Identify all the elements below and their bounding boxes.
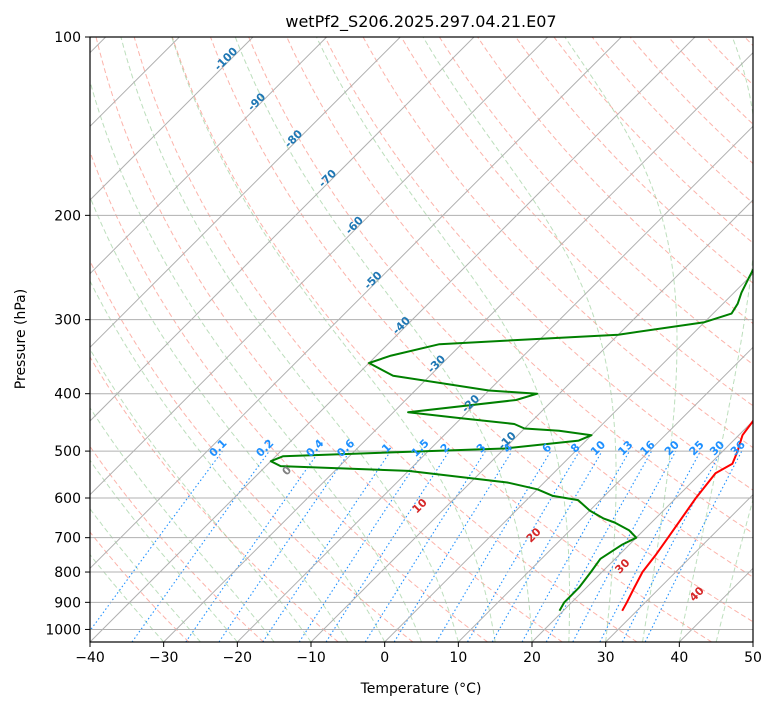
isotherm-line bbox=[90, 37, 696, 642]
isotherm-line bbox=[531, 420, 753, 642]
x-axis-ticks: −40 −30 −20 −10 0 10 20 30 40 50 bbox=[75, 642, 762, 666]
mixing-ratio-line bbox=[521, 450, 630, 642]
isotherms bbox=[90, 37, 753, 642]
y-axis-ticks: 100 200 300 400 500 600 700 800 900 1000 bbox=[45, 30, 90, 638]
x-axis-label: Temperature (°C) bbox=[360, 681, 482, 697]
isotherm-line bbox=[310, 199, 753, 642]
x-tick-label: 20 bbox=[523, 650, 541, 666]
dry-adiabat-line bbox=[248, 37, 753, 578]
isotherm-line bbox=[90, 37, 401, 349]
dry-adiabat-line bbox=[90, 150, 488, 642]
moist-adiabat-line bbox=[422, 37, 617, 642]
moist-adiabat-line bbox=[715, 497, 753, 642]
isotherm-line bbox=[457, 346, 753, 642]
y-tick-label: 1000 bbox=[45, 622, 81, 638]
y-tick-label: 500 bbox=[54, 444, 81, 460]
dewpoint-line bbox=[269, 267, 753, 612]
x-tick-label: 0 bbox=[380, 650, 389, 666]
x-tick-label: 50 bbox=[744, 650, 762, 666]
x-tick-label: 30 bbox=[597, 650, 615, 666]
isotherm-line bbox=[90, 37, 254, 201]
isotherm-line bbox=[90, 37, 475, 422]
isotherm-line bbox=[90, 37, 622, 570]
dry-adiabat-line bbox=[133, 37, 638, 642]
dry-adiabat-line bbox=[400, 37, 753, 407]
y-tick-label: 200 bbox=[54, 208, 81, 224]
temperature-line bbox=[621, 419, 753, 612]
dry-adiabat-line bbox=[515, 37, 753, 284]
mixing-ratio-line bbox=[90, 450, 223, 632]
mixing-ratio-line bbox=[131, 450, 270, 642]
isotherm-line bbox=[605, 493, 753, 642]
x-tick-label: −20 bbox=[223, 650, 253, 666]
mixing-ratio-line bbox=[262, 450, 392, 642]
x-tick-label: −40 bbox=[75, 650, 105, 666]
moist-adiabat-line bbox=[90, 406, 275, 642]
isotherm-line bbox=[163, 51, 753, 642]
dry-adiabat-line bbox=[210, 37, 753, 623]
moist-adiabat-line bbox=[90, 459, 238, 642]
dry-adiabat-line bbox=[324, 37, 753, 491]
y-tick-label: 300 bbox=[54, 313, 81, 329]
dry-adiabats bbox=[90, 37, 753, 642]
x-tick-label: 40 bbox=[670, 650, 688, 666]
mixing-ratio-line bbox=[218, 450, 351, 642]
moist-adiabat-line bbox=[120, 37, 459, 642]
moist-adiabat-line bbox=[564, 37, 678, 642]
dry-adiabat-line bbox=[90, 445, 264, 642]
moist-adiabat-line bbox=[90, 195, 386, 642]
dry-adiabat-line bbox=[438, 37, 753, 366]
x-tick-label: −10 bbox=[296, 650, 326, 666]
mixing-ratio-line bbox=[185, 450, 320, 642]
mixing-ratio-line bbox=[572, 450, 677, 642]
moist-adiabat-line bbox=[678, 37, 753, 642]
mixing-ratio-line bbox=[644, 450, 743, 642]
mixing-ratio-line bbox=[298, 450, 425, 642]
x-tick-label: 10 bbox=[449, 650, 467, 666]
mixing-ratio-line bbox=[545, 450, 653, 642]
y-tick-label: 800 bbox=[54, 565, 81, 581]
dry-adiabat-line bbox=[90, 356, 339, 642]
y-tick-label: 700 bbox=[54, 531, 81, 547]
isotherm-line bbox=[90, 37, 328, 275]
isotherm-line bbox=[90, 37, 549, 496]
y-tick-label: 600 bbox=[54, 491, 81, 507]
dry-adiabat-line bbox=[90, 531, 190, 642]
plot-frame bbox=[89, 36, 754, 643]
y-axis-label: Pressure (hPa) bbox=[13, 289, 29, 389]
y-tick-label: 100 bbox=[54, 30, 81, 46]
moist-adiabat-line bbox=[316, 37, 571, 642]
y-tick-label: 400 bbox=[54, 387, 81, 403]
y-tick-label: 900 bbox=[54, 595, 81, 611]
mixing-ratio-lines bbox=[90, 450, 743, 642]
mixing-ratio-line bbox=[325, 450, 450, 642]
plot-area: -100-90-80-70-60-50-40-30-20-100.1 0.2 0.4… bbox=[90, 37, 753, 642]
x-tick-label: −30 bbox=[149, 650, 179, 666]
mixing-ratio-line bbox=[393, 450, 513, 642]
moist-adiabats bbox=[90, 37, 753, 642]
profile-series bbox=[269, 267, 753, 612]
dry-adiabat-line bbox=[95, 37, 563, 642]
dry-adiabat-line bbox=[171, 37, 712, 642]
isotherm-line bbox=[384, 272, 753, 642]
moist-adiabat-line bbox=[171, 37, 496, 642]
chart-title: wetPf2_S206.2025.297.04.21.E07 bbox=[285, 12, 556, 32]
